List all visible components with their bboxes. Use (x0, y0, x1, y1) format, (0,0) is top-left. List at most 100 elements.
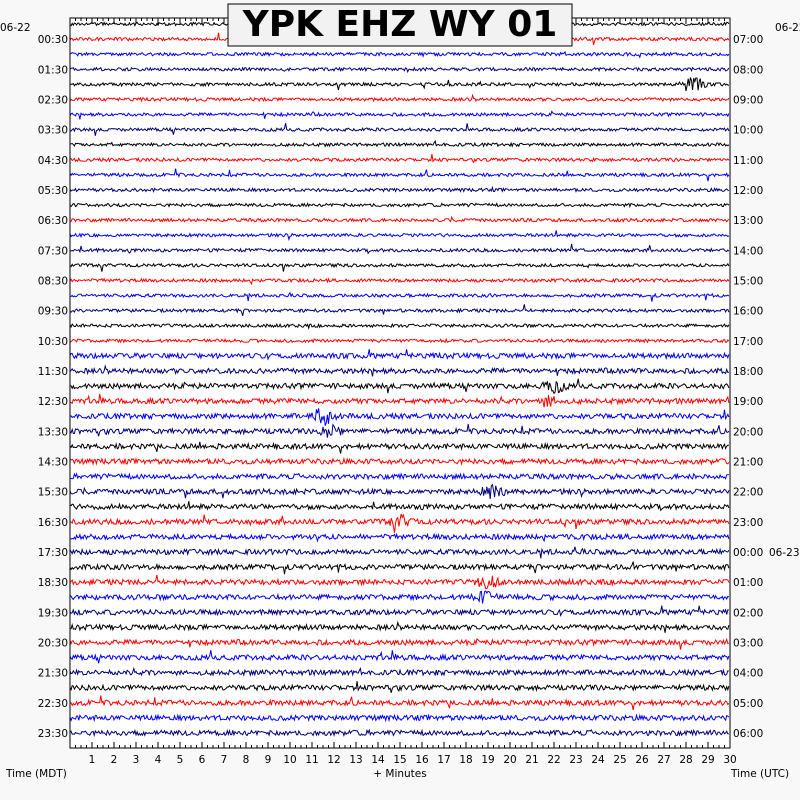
date-right-change: 06-23 (769, 547, 800, 559)
trace-line (69, 123, 730, 136)
trace-line (69, 349, 730, 361)
x-tick-label: 7 (221, 754, 228, 766)
x-tick-label: 21 (525, 754, 538, 766)
left-time-label: 07:30 (38, 245, 68, 257)
right-time-label: 17:00 (733, 336, 763, 348)
trace-line (69, 215, 730, 223)
left-time-label: 16:30 (38, 517, 68, 529)
right-time-label: 00:00 (733, 547, 763, 559)
x-tick-label: 10 (283, 754, 296, 766)
x-tick-label: 17 (437, 754, 450, 766)
left-time-label: 13:30 (38, 426, 68, 438)
x-tick-label: 28 (679, 754, 692, 766)
left-time-label: 05:30 (38, 185, 68, 197)
right-time-label: 15:00 (733, 275, 763, 287)
y-axis-label-right: Time (UTC) (730, 768, 789, 780)
left-time-label: 22:30 (38, 698, 68, 710)
right-time-label: 07:00 (733, 34, 763, 46)
x-tick-label: 27 (657, 754, 670, 766)
right-time-label: 04:00 (733, 668, 763, 680)
left-time-label: 14:30 (38, 456, 68, 468)
trace-line (69, 50, 730, 59)
left-time-labels: 00:30 01:30 02:30 03:30 04:30 05:30 06:30 07:30… (38, 34, 68, 740)
trace-line (69, 472, 729, 481)
x-tick-label: 6 (199, 754, 206, 766)
trace-line (69, 322, 730, 330)
trace-line (69, 574, 730, 590)
left-time-label: 02:30 (38, 94, 68, 106)
trace-line (69, 378, 730, 395)
trace-line (69, 230, 730, 242)
trace-line (70, 291, 730, 302)
trace-line (69, 620, 730, 633)
trace-line (69, 337, 730, 344)
trace-line (69, 77, 730, 91)
left-time-label: 15:30 (38, 487, 68, 499)
trace-line (69, 423, 730, 438)
trace-line (69, 532, 730, 543)
x-tick-label: 12 (327, 754, 340, 766)
trace-line (69, 168, 730, 182)
x-tick-label: 20 (503, 754, 516, 766)
x-tick-label: 23 (569, 754, 582, 766)
trace-line (69, 637, 730, 650)
left-time-label: 04:30 (38, 155, 68, 167)
left-time-label: 18:30 (38, 577, 68, 589)
trace-line (69, 393, 730, 408)
date-right-top: 06-22 (775, 22, 800, 34)
right-time-label: 11:00 (733, 155, 763, 167)
left-time-label: 11:30 (38, 366, 68, 378)
x-tick-label: 1 (89, 754, 96, 766)
x-tick-label: 9 (265, 754, 272, 766)
trace-line (69, 666, 730, 677)
left-time-label: 17:30 (38, 547, 68, 559)
right-time-label: 22:00 (733, 487, 763, 499)
seismic-traces (69, 21, 730, 738)
trace-line (69, 546, 730, 559)
y-axis-label-left: Time (MDT) (5, 768, 67, 780)
right-time-labels: 07:00 08:00 09:00 10:00 11:00 12:00 13:00 14:00… (733, 34, 763, 740)
right-time-label: 01:00 (733, 577, 763, 589)
x-tick-label: 4 (155, 754, 162, 766)
x-tick-label: 29 (701, 754, 714, 766)
trace-line (69, 408, 730, 426)
left-time-label: 20:30 (38, 637, 68, 649)
x-tick-label: 22 (547, 754, 560, 766)
x-tick-label: 24 (591, 754, 605, 766)
trace-line (69, 93, 730, 103)
x-tick-label: 11 (305, 754, 318, 766)
trace-line (69, 185, 730, 193)
x-tick-label: 25 (613, 754, 626, 766)
x-tick-label: 16 (415, 754, 429, 766)
trace-line (69, 304, 730, 316)
left-time-label: 19:30 (38, 607, 68, 619)
trace-line (69, 139, 730, 148)
date-left-top: 06-22 (0, 22, 31, 34)
right-time-label: 05:00 (733, 698, 763, 710)
trace-line (69, 695, 730, 711)
trace-line (69, 110, 730, 120)
x-tick-label: 3 (133, 754, 140, 766)
trace-line (69, 364, 729, 377)
left-time-label: 01:30 (38, 64, 68, 76)
x-tick-label: 26 (635, 754, 649, 766)
trace-line (69, 590, 730, 604)
right-time-label: 12:00 (733, 185, 763, 197)
trace-line (69, 154, 730, 164)
x-tick-label: 14 (371, 754, 385, 766)
left-time-label: 21:30 (38, 668, 68, 680)
trace-line (69, 513, 730, 533)
chart-title: YPK EHZ WY 01 (242, 4, 558, 45)
x-tick-label: 8 (243, 754, 250, 766)
right-time-label: 08:00 (733, 64, 763, 76)
left-time-label: 09:30 (38, 306, 68, 318)
trace-line (69, 728, 729, 738)
trace-line (69, 441, 729, 454)
trace-line (69, 501, 730, 512)
trace-line (69, 66, 730, 74)
x-tick-label: 13 (349, 754, 362, 766)
trace-line (69, 713, 730, 723)
left-time-label: 23:30 (38, 728, 68, 740)
trace-line (69, 681, 730, 693)
